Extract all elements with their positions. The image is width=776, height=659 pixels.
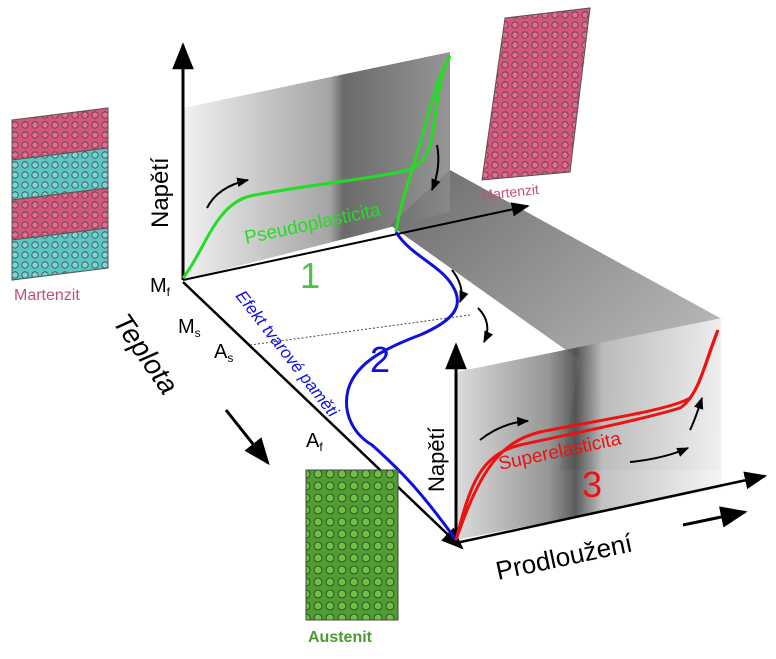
temperature-axis-line <box>182 281 464 550</box>
arrow-top-load <box>206 177 250 209</box>
temperature-direction-arrow <box>224 409 270 466</box>
stress-label-top: Napětí <box>147 157 174 228</box>
martensite-detwinned-lattice <box>481 7 591 181</box>
bottom-strain-axis <box>455 471 768 545</box>
arrow-top-unload <box>431 144 441 192</box>
pseudoplasticity-curve <box>181 55 452 279</box>
shape-memory-effect-label: Efekt tvarové paměti <box>232 287 343 422</box>
arrow-bottom-rise <box>689 396 704 431</box>
elongation-axis-label: Prodloužení <box>493 528 636 586</box>
number-1: 1 <box>300 255 320 296</box>
number-2: 2 <box>370 339 390 380</box>
martensite-twinned-lattice <box>11 107 109 281</box>
martensite-left-label: Martenzit <box>14 287 80 304</box>
martensite-right-label: Martenzit <box>481 181 540 203</box>
Mf-label: Mf <box>150 275 171 299</box>
arrow-heating <box>451 269 469 304</box>
Ms-label: Ms <box>178 316 201 340</box>
pseudoplasticity-unload <box>394 55 452 233</box>
top-strain-axis <box>182 202 530 281</box>
transition-tick-line <box>249 314 471 346</box>
austenite-label: Austenit <box>308 629 373 646</box>
superelasticity-unload <box>454 329 720 541</box>
As-label: As <box>214 341 233 365</box>
arrow-heating-2 <box>477 307 494 344</box>
arrow-bottom-load <box>479 416 530 441</box>
Af-label: Af <box>306 430 323 454</box>
top-plane <box>183 52 450 280</box>
arrow-bottom-unload <box>629 447 690 463</box>
elongation-direction-arrow <box>682 506 748 528</box>
temperature-axis-label: Teplota <box>107 308 184 400</box>
shape-memory-curve <box>345 231 459 541</box>
number-3: 3 <box>582 464 602 505</box>
stress-label-bottom: Napětí <box>424 427 449 492</box>
austenite-lattice <box>305 469 399 621</box>
